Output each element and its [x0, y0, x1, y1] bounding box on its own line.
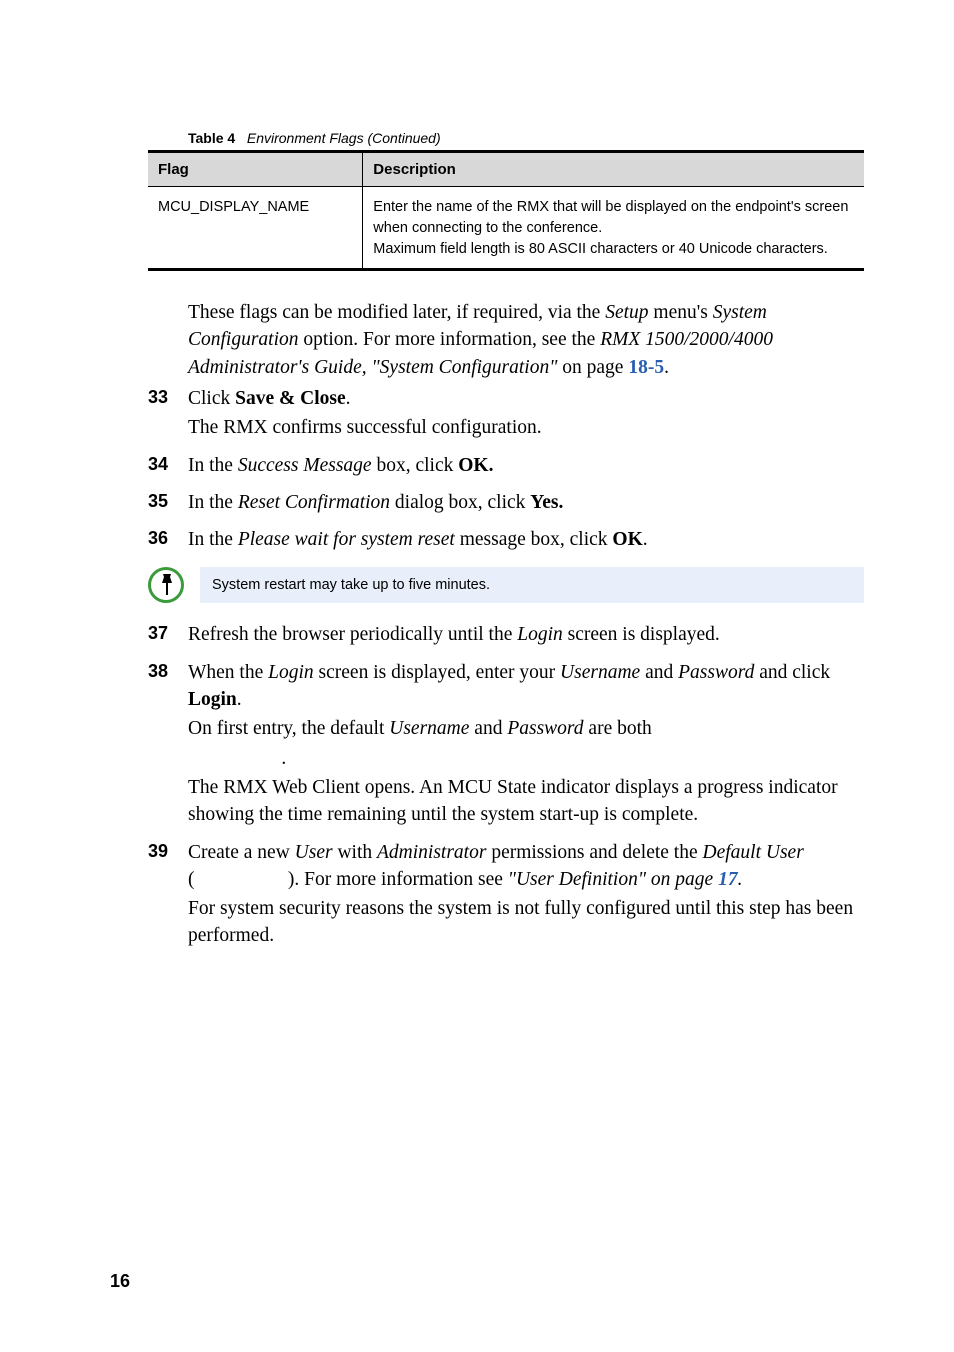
- step-33: 33 Click Save & Close. The RMX confirms …: [148, 385, 864, 442]
- flag-name: MCU_DISPLAY_NAME: [148, 187, 363, 270]
- step-37: 37 Refresh the browser periodically unti…: [148, 621, 864, 648]
- step-39: 39 Create a new User with Administrator …: [148, 839, 864, 950]
- step-list-2: 37 Refresh the browser periodically unti…: [148, 621, 864, 949]
- page-number: 16: [110, 1271, 130, 1292]
- col-description: Description: [363, 152, 864, 187]
- step-34: 34 In the Success Message box, click OK.: [148, 452, 864, 479]
- step-list: 33 Click Save & Close. The RMX confirms …: [148, 385, 864, 553]
- page-link-18-5[interactable]: 18-5: [628, 357, 664, 378]
- restart-note: System restart may take up to five minut…: [148, 567, 864, 603]
- table-row: MCU_DISPLAY_NAME Enter the name of the R…: [148, 187, 864, 270]
- table-caption: Table 4 Environment Flags (Continued): [188, 130, 864, 146]
- col-flag: Flag: [148, 152, 363, 187]
- flag-description: Enter the name of the RMX that will be d…: [363, 187, 864, 270]
- flags-table: Flag Description MCU_DISPLAY_NAME Enter …: [148, 150, 864, 271]
- caption-text: Environment Flags (Continued): [247, 130, 441, 146]
- intro-paragraph: These flags can be modified later, if re…: [188, 299, 864, 381]
- table-header-row: Flag Description: [148, 152, 864, 187]
- note-text: System restart may take up to five minut…: [200, 567, 864, 603]
- step-38: 38 When the Login screen is displayed, e…: [148, 659, 864, 829]
- caption-prefix: Table 4: [188, 130, 235, 146]
- page-link-17[interactable]: 17: [718, 869, 738, 890]
- step-35: 35 In the Reset Confirmation dialog box,…: [148, 489, 864, 516]
- step-36: 36 In the Please wait for system reset m…: [148, 526, 864, 553]
- pin-icon: [148, 567, 184, 603]
